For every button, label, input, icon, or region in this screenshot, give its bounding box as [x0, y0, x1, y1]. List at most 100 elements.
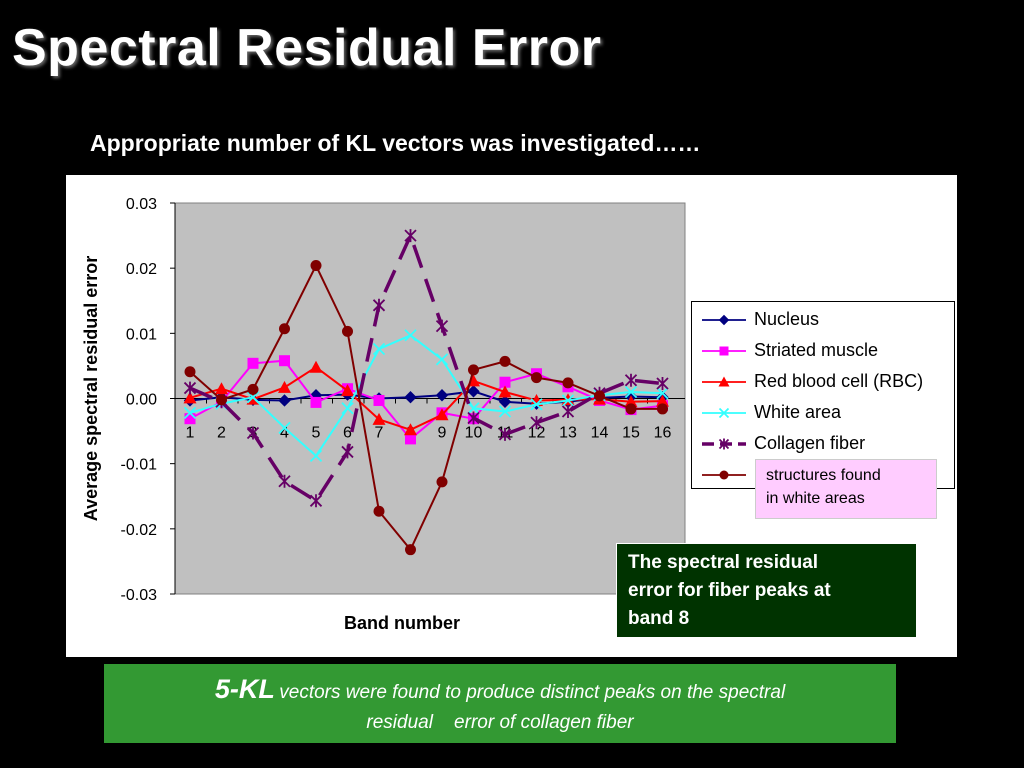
legend-marker — [719, 470, 729, 480]
x-tick-label: 4 — [280, 425, 289, 442]
conclusion-text: vectors were found to produce distinct p… — [279, 682, 786, 703]
data-point-nucleus — [467, 385, 480, 398]
data-point-collagen-fiber — [530, 416, 543, 430]
x-tick-label: 6 — [343, 425, 352, 442]
data-point-series-6 — [342, 325, 353, 337]
data-point-collagen-fiber — [246, 426, 260, 440]
data-point-series-6 — [310, 260, 322, 272]
data-point-white-area — [246, 391, 260, 404]
data-point-series-6 — [499, 355, 511, 367]
slide-title: Spectral Residual Error — [12, 19, 602, 77]
data-point-red-blood-cell-rbc — [656, 394, 669, 407]
legend-item-nucleus: Nucleus — [700, 307, 950, 333]
x-axis-title: Band number — [344, 613, 460, 633]
data-point-series-6 — [184, 366, 196, 378]
data-point-red-blood-cell-rbc — [341, 384, 354, 397]
x-tick-label: 2 — [217, 425, 226, 442]
data-point-collagen-fiber — [372, 298, 386, 312]
annotation-line: The spectral residual — [628, 552, 819, 573]
legend-label: Collagen fiber — [754, 433, 866, 453]
legend-swatch — [702, 470, 746, 480]
data-point-series-6 — [436, 476, 448, 488]
data-point-series-6 — [373, 505, 385, 517]
x-tick-label: 12 — [528, 425, 546, 442]
y-axis-title: Average spectral residual error — [81, 256, 101, 521]
x-tick-label: 14 — [591, 425, 609, 442]
data-point-red-blood-cell-rbc — [498, 385, 512, 398]
x-tick-label: 9 — [438, 425, 447, 442]
series-line-series-6 — [189, 263, 663, 552]
series-line-white-area — [189, 334, 663, 458]
series-line-striated-muscle — [189, 359, 663, 441]
data-point-striated-muscle — [247, 357, 259, 369]
annotation-line: band 8 — [628, 608, 690, 629]
data-point-white-area — [183, 406, 197, 419]
legend-item-collagen-fiber: Collagen fiber — [700, 431, 950, 457]
series-collagen-fiber — [183, 229, 669, 508]
data-point-white-area — [656, 387, 669, 400]
legend-label: Nucleus — [754, 309, 820, 329]
data-point-collagen-fiber — [341, 445, 354, 459]
y-tick-label: -0.02 — [121, 522, 158, 539]
legend-marker — [718, 438, 730, 450]
data-point-series-6 — [216, 394, 227, 406]
y-tick-label: 0.01 — [126, 326, 157, 343]
data-point-nucleus — [278, 394, 291, 407]
y-tick-label: 0.00 — [126, 392, 157, 409]
y-tick-label: -0.03 — [121, 587, 158, 604]
x-tick-label: 5 — [312, 425, 321, 442]
annotation-line: in white areas — [766, 490, 865, 507]
legend-marker — [718, 314, 730, 326]
legend-marker — [718, 407, 730, 419]
legend-label: Striated muscle — [754, 340, 879, 360]
data-point-collagen-fiber — [435, 319, 449, 333]
data-point-collagen-fiber — [309, 494, 323, 508]
conclusion-line-2: residual error of collagen fiber — [366, 712, 634, 733]
annotation-white-area-structures: structures found in white areas — [755, 459, 937, 519]
legend-item-series-6 — [700, 462, 950, 488]
data-point-striated-muscle — [405, 433, 416, 445]
data-point-series-6 — [279, 323, 290, 335]
data-point-red-blood-cell-rbc — [624, 395, 638, 408]
data-point-red-blood-cell-rbc — [278, 380, 291, 393]
data-point-collagen-fiber — [467, 411, 480, 425]
data-point-white-area — [404, 329, 417, 342]
data-point-striated-muscle — [499, 376, 511, 388]
data-point-red-blood-cell-rbc — [404, 423, 417, 436]
legend-swatch — [702, 407, 746, 419]
data-point-white-area — [372, 342, 386, 356]
data-point-white-area — [498, 405, 512, 418]
data-point-series-6 — [531, 372, 542, 384]
legend-item-white-area: White area — [700, 400, 950, 426]
data-point-collagen-fiber — [183, 381, 197, 395]
data-point-white-area — [467, 402, 480, 415]
data-point-red-blood-cell-rbc — [435, 408, 449, 421]
data-point-series-6 — [562, 377, 574, 389]
annotation-line: structures found — [766, 467, 881, 484]
data-point-collagen-fiber — [561, 405, 575, 419]
legend-item-red-blood-cell-rbc: Red blood cell (RBC) — [700, 369, 950, 395]
data-point-series-6 — [405, 544, 416, 556]
data-point-series-6 — [657, 403, 668, 415]
data-point-series-6 — [594, 390, 605, 402]
annotation-fiber-peak: The spectral residual error for fiber pe… — [616, 543, 917, 638]
data-point-striated-muscle — [184, 413, 196, 425]
data-point-white-area — [341, 402, 354, 415]
data-point-nucleus — [404, 390, 417, 404]
chart-legend: Nucleus Striated muscle Red blood cell (RB… — [691, 301, 955, 489]
data-point-white-area — [624, 385, 638, 399]
legend-swatch — [702, 438, 746, 450]
x-tick-label: 16 — [654, 425, 672, 442]
legend-marker — [718, 376, 730, 387]
data-point-white-area — [530, 398, 543, 411]
slide-subtitle: Appropriate number of KL vectors was inv… — [90, 130, 701, 156]
data-point-collagen-fiber — [278, 474, 291, 488]
data-point-collagen-fiber — [498, 427, 512, 441]
y-tick-label: 0.03 — [126, 196, 157, 213]
annotation-line: error for fiber peaks at — [628, 580, 831, 601]
chart-panel: 0.030.020.010.00-0.01-0.02-0.03123456789… — [66, 175, 957, 657]
data-point-red-blood-cell-rbc — [183, 391, 197, 404]
data-point-nucleus — [498, 395, 512, 408]
series-white-area — [183, 329, 669, 462]
x-tick-label: 1 — [186, 425, 195, 442]
